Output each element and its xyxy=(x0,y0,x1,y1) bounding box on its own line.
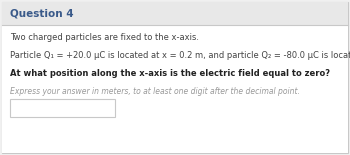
Text: Question 4: Question 4 xyxy=(10,9,74,19)
FancyBboxPatch shape xyxy=(2,25,348,153)
FancyBboxPatch shape xyxy=(2,2,348,25)
Text: Particle Q₁ = +20.0 μC is located at x = 0.2 m, and particle Q₂ = -80.0 μC is lo: Particle Q₁ = +20.0 μC is located at x =… xyxy=(10,51,350,60)
Text: Express your answer in meters, to at least one digit after the decimal point.: Express your answer in meters, to at lea… xyxy=(10,88,300,97)
FancyBboxPatch shape xyxy=(10,99,115,117)
Text: Two charged particles are fixed to the x-axis.: Two charged particles are fixed to the x… xyxy=(10,33,199,42)
Text: At what position along the x-axis is the electric field equal to zero?: At what position along the x-axis is the… xyxy=(10,69,330,78)
FancyBboxPatch shape xyxy=(2,2,348,153)
